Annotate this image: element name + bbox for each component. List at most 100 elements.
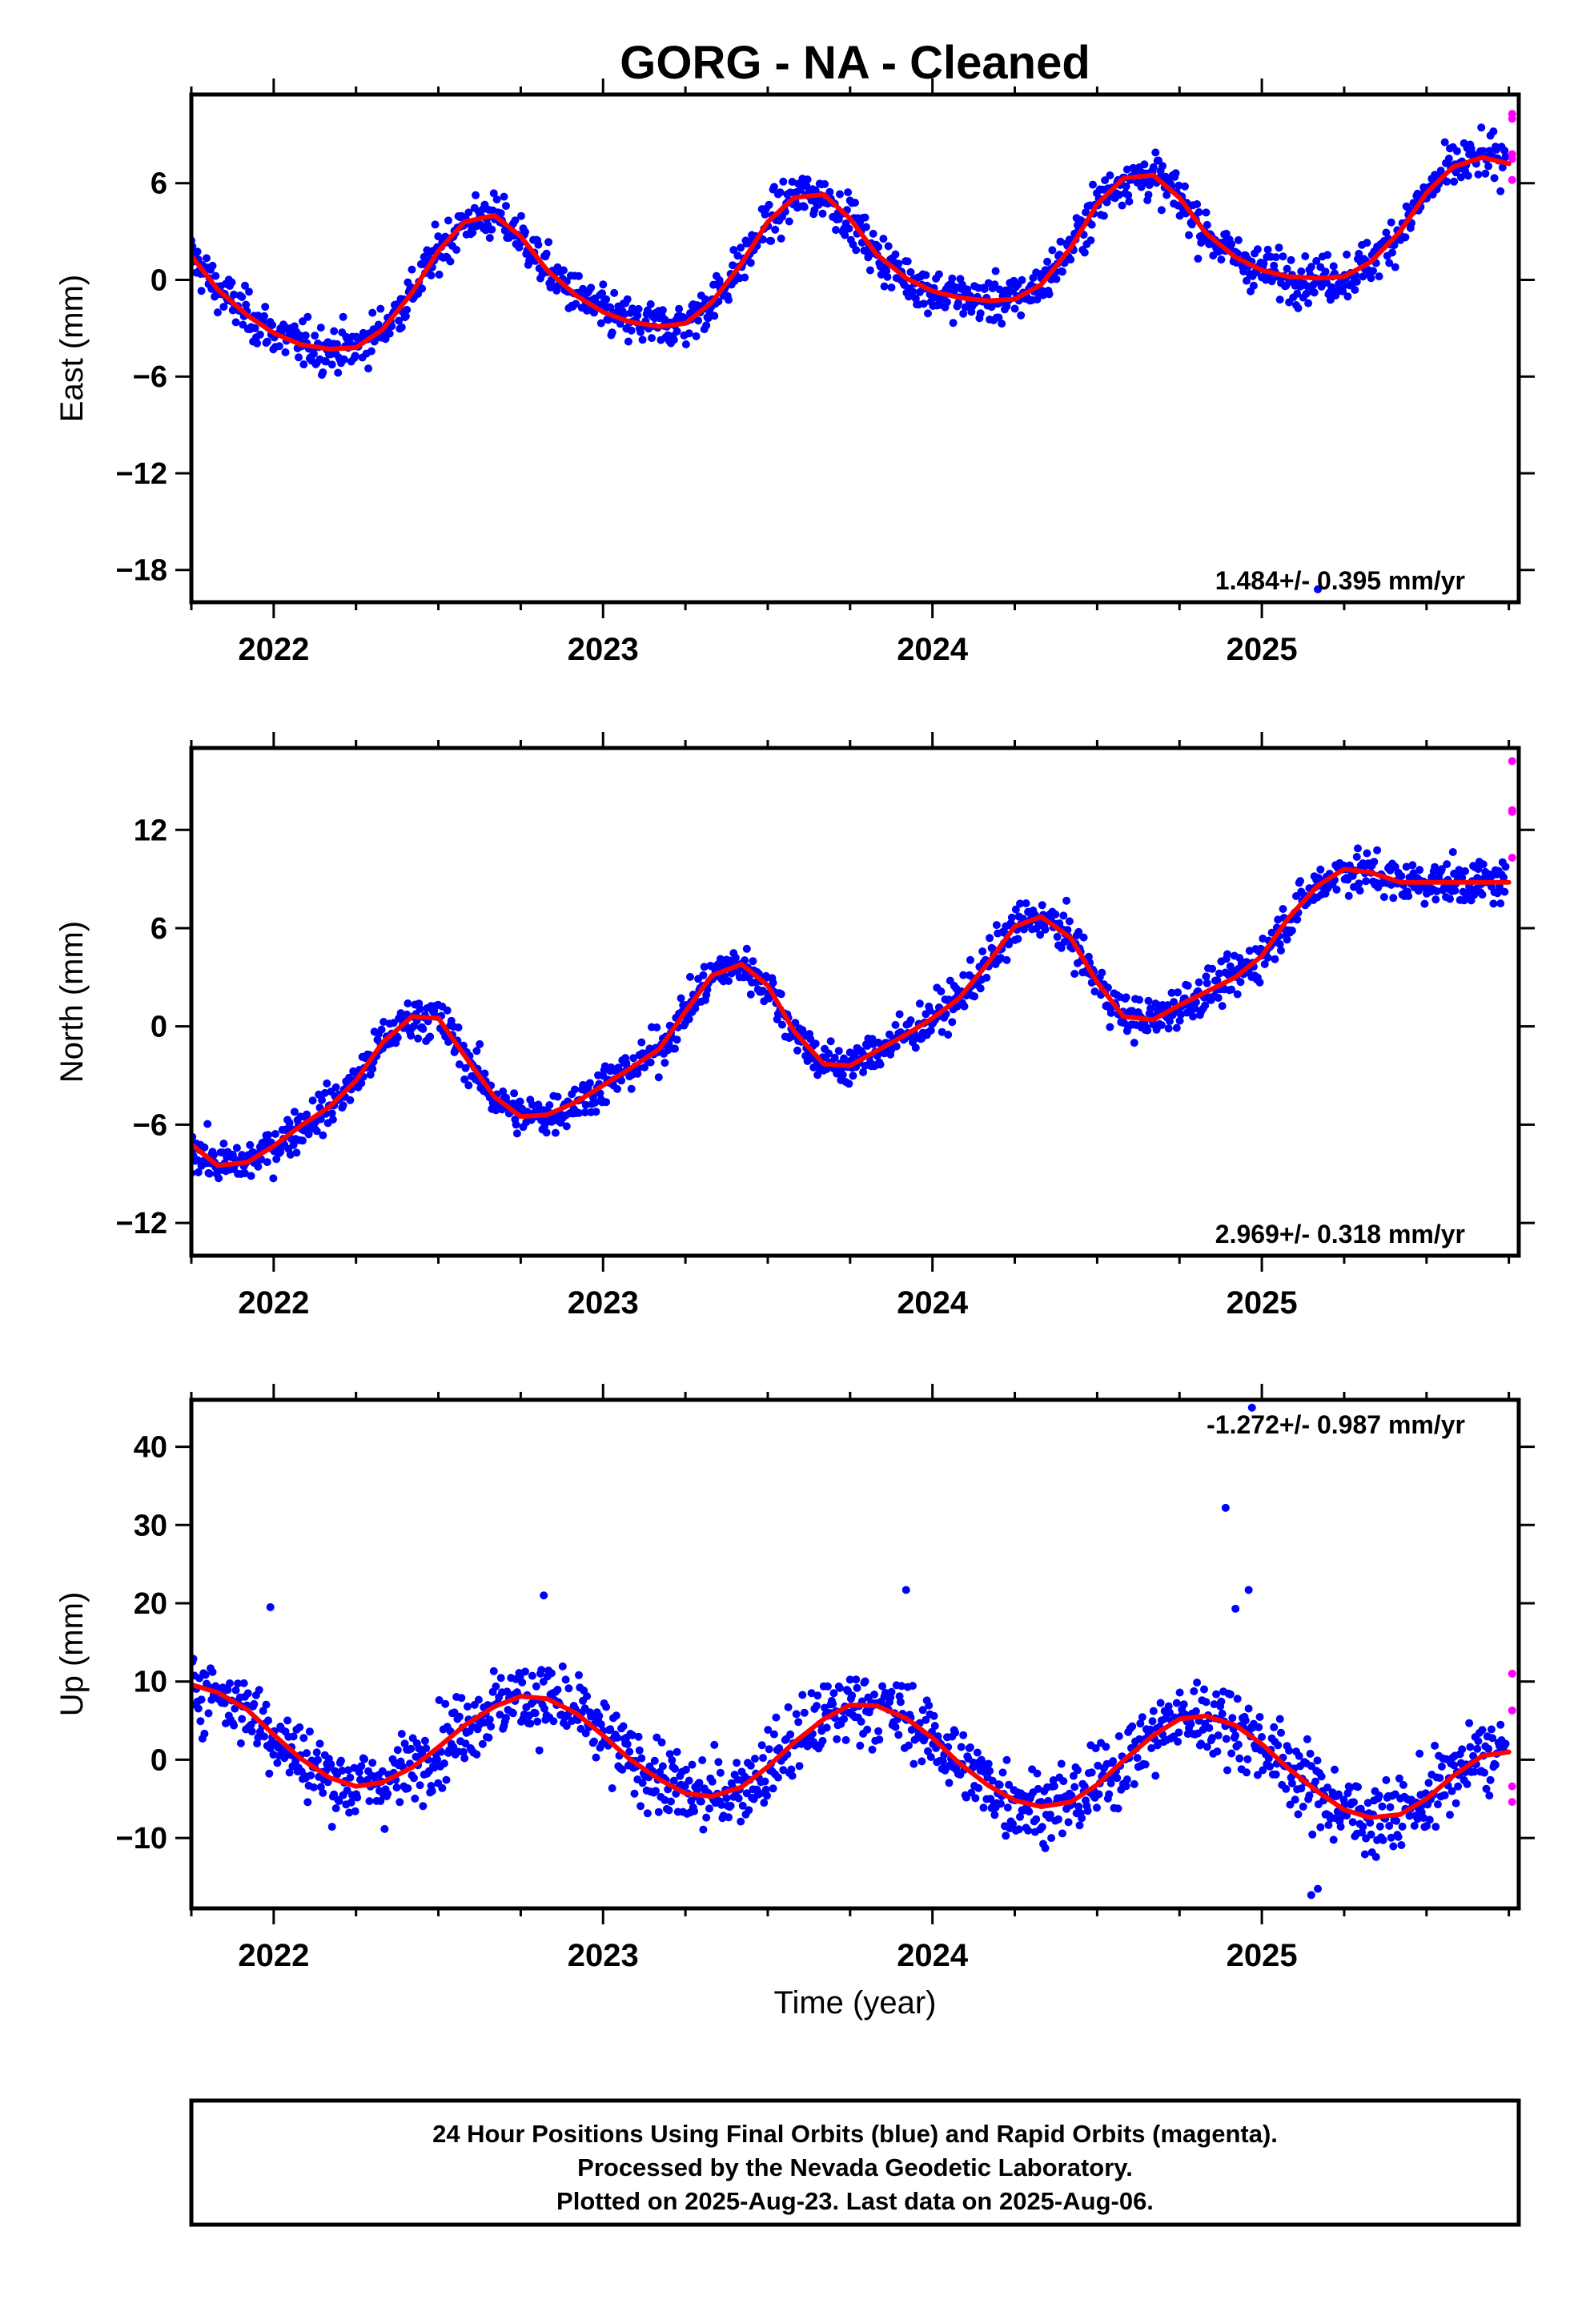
final-orbit-point <box>1446 1811 1454 1819</box>
final-orbit-point <box>891 1020 900 1029</box>
final-orbit-point <box>368 1064 377 1073</box>
final-orbit-point <box>1314 585 1323 593</box>
final-orbit-point <box>419 1024 428 1033</box>
final-orbit-point <box>1474 1737 1483 1746</box>
final-orbit-point <box>664 1046 673 1055</box>
final-orbit-point <box>552 286 561 295</box>
final-orbit-point <box>219 1140 228 1148</box>
final-orbit-point <box>918 1706 927 1715</box>
final-orbit-point <box>357 1762 366 1771</box>
final-orbit-point <box>215 1174 223 1183</box>
y-tick-label: 0 <box>151 1011 167 1044</box>
final-orbit-point <box>1282 1784 1291 1793</box>
final-orbit-point <box>316 324 325 332</box>
final-orbit-point <box>856 1741 865 1750</box>
final-orbit-point <box>319 368 327 376</box>
final-orbit-point <box>1162 191 1171 199</box>
y-tick-label: 30 <box>134 1509 167 1542</box>
final-orbit-point <box>521 227 529 236</box>
panel-0: 2022 2023 2024 2025 6 0 −6 −12 −18 East (mm) 1.484… <box>54 78 1535 667</box>
final-orbit-point <box>788 1771 797 1780</box>
final-orbit-point <box>440 1759 448 1767</box>
final-orbit-point <box>272 1155 281 1164</box>
final-orbit-point <box>442 1775 451 1784</box>
final-orbit-point <box>865 266 874 275</box>
final-orbit-point <box>1311 1777 1319 1786</box>
final-orbit-point <box>699 1825 708 1834</box>
final-orbit-point <box>1389 1842 1398 1851</box>
final-orbit-point <box>654 1807 663 1816</box>
final-orbit-point <box>1164 1024 1173 1033</box>
final-orbit-point <box>441 1699 450 1708</box>
final-orbit-point <box>909 287 917 296</box>
final-orbit-point <box>1275 243 1283 252</box>
final-orbit-point <box>211 271 220 280</box>
final-orbit-point <box>403 305 412 314</box>
final-orbit-point <box>1312 256 1321 265</box>
final-orbit-point <box>312 1127 321 1136</box>
final-orbit-point <box>585 1079 594 1088</box>
final-orbit-point <box>1477 123 1486 132</box>
final-orbit-point <box>1448 848 1457 856</box>
final-orbit-point <box>1070 1783 1079 1791</box>
final-orbit-point <box>1271 955 1279 963</box>
final-orbit-point <box>1323 251 1332 259</box>
final-orbit-point <box>851 199 859 207</box>
final-orbit-point <box>455 1060 464 1069</box>
final-orbit-point <box>834 1047 843 1055</box>
final-orbit-point <box>312 1748 321 1757</box>
final-orbit-point <box>1130 1039 1138 1047</box>
final-orbit-point <box>917 1757 926 1766</box>
final-orbit-point <box>1388 248 1396 257</box>
final-orbit-point <box>1437 865 1446 874</box>
final-orbit-point <box>665 1750 674 1759</box>
final-orbit-point <box>562 1722 571 1731</box>
final-orbit-point <box>1149 163 1158 171</box>
final-orbit-point <box>1244 1586 1253 1594</box>
final-orbit-point <box>1034 1784 1042 1793</box>
final-orbit-point <box>1070 970 1079 978</box>
final-orbit-point <box>1464 171 1472 180</box>
final-orbit-point <box>845 1675 854 1684</box>
final-orbit-point <box>489 189 498 198</box>
final-orbit-point <box>1305 1791 1314 1799</box>
final-orbit-point <box>767 236 776 245</box>
final-orbit-point <box>203 254 211 263</box>
final-orbit-point <box>1049 1776 1058 1784</box>
y-tick-label: −10 <box>116 1822 167 1856</box>
final-orbit-point <box>319 1131 327 1140</box>
final-orbit-point <box>1424 1779 1433 1787</box>
final-orbit-point <box>710 312 719 320</box>
final-orbit-point <box>1051 910 1060 919</box>
final-orbit-point <box>785 217 793 226</box>
final-orbit-point <box>1002 955 1011 964</box>
final-orbit-point <box>339 355 348 364</box>
final-orbit-point <box>1223 1766 1231 1775</box>
final-orbit-point <box>1489 127 1498 136</box>
final-orbit-point <box>309 1783 318 1791</box>
final-orbit-point <box>496 1711 504 1719</box>
final-orbit-point <box>414 1034 423 1043</box>
final-orbit-point <box>627 326 636 335</box>
final-orbit-point <box>976 309 985 318</box>
rapid-orbit-point <box>1508 155 1516 163</box>
final-orbit-point <box>368 308 377 317</box>
final-orbit-point <box>884 242 893 251</box>
final-orbit-point <box>1332 885 1341 894</box>
final-orbit-point <box>516 1672 524 1681</box>
final-orbit-point <box>1279 905 1287 913</box>
final-orbit-point <box>830 1053 839 1062</box>
final-orbit-point <box>1046 1811 1054 1819</box>
final-orbit-point <box>826 1037 835 1046</box>
final-orbit-point <box>1274 1741 1283 1750</box>
final-orbit-point <box>1399 1780 1407 1789</box>
final-orbit-point <box>1293 915 1302 924</box>
final-orbit-point <box>1080 1782 1089 1791</box>
final-orbit-point <box>572 300 580 308</box>
x-tick-label: 2022 <box>238 1285 309 1321</box>
final-orbit-point <box>558 1662 567 1671</box>
final-orbit-point <box>397 323 406 332</box>
final-orbit-point <box>301 331 310 340</box>
final-orbit-point <box>480 1069 489 1078</box>
final-orbit-point <box>464 208 473 217</box>
